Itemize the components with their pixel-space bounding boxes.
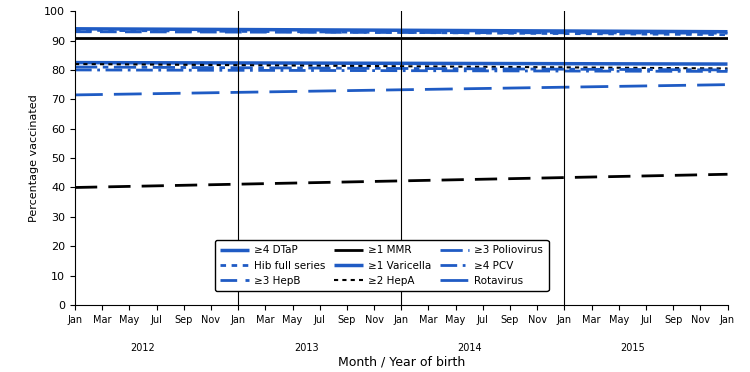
X-axis label: Month / Year of birth: Month / Year of birth [338,355,465,368]
Text: 2012: 2012 [130,343,155,353]
Y-axis label: Percentage vaccinated: Percentage vaccinated [28,94,39,222]
Text: 2013: 2013 [294,343,319,353]
Text: 2015: 2015 [620,343,645,353]
Legend: ≥4 DTaP, Hib full series, ≥3 HepB, ≥1 MMR, ≥1 Varicella, ≥2 HepA, ≥3 Poliovirus,: ≥4 DTaP, Hib full series, ≥3 HepB, ≥1 MM… [214,240,548,291]
Text: 2014: 2014 [457,343,482,353]
